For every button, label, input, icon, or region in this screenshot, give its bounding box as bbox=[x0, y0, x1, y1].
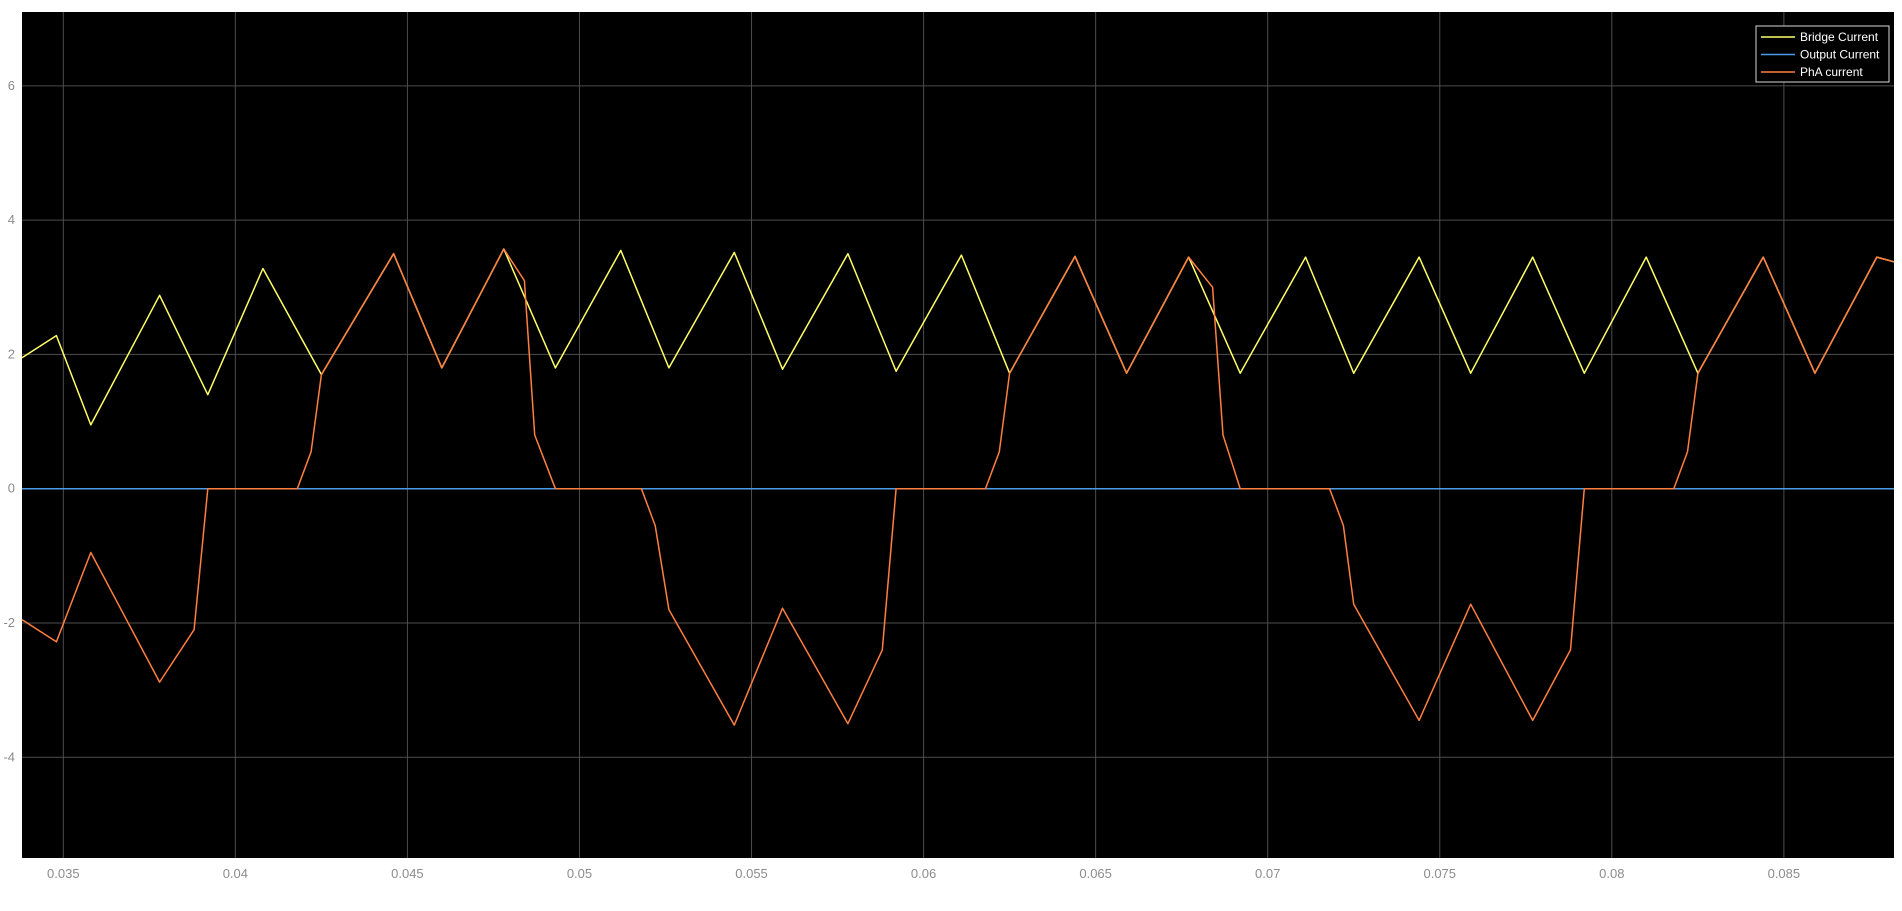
x-tick-label: 0.07 bbox=[1255, 866, 1280, 881]
x-tick-label: 0.04 bbox=[223, 866, 248, 881]
x-tick-label: 0.05 bbox=[567, 866, 592, 881]
x-tick-label: 0.06 bbox=[911, 866, 936, 881]
x-tick-label: 0.065 bbox=[1079, 866, 1112, 881]
y-tick-label: 0 bbox=[8, 481, 15, 496]
legend: Bridge Current Output Current PhA current bbox=[1755, 25, 1890, 83]
x-tick-label: 0.055 bbox=[735, 866, 768, 881]
series-line-bridge-current bbox=[21, 248, 1895, 426]
series-line-pha-current bbox=[21, 248, 1895, 726]
x-tick-label: 0.035 bbox=[47, 866, 80, 881]
legend-label: PhA current bbox=[1800, 65, 1863, 79]
x-tick-label: 0.045 bbox=[391, 866, 424, 881]
y-tick-label: -4 bbox=[3, 749, 15, 764]
x-tick-label: 0.08 bbox=[1599, 866, 1624, 881]
x-tick-label: 0.085 bbox=[1768, 866, 1801, 881]
y-tick-label: 6 bbox=[8, 78, 15, 93]
y-tick-label: -2 bbox=[3, 615, 15, 630]
tick-labels: 0.035 0.04 0.045 0.05 0.055 0.06 0.065 0.07 0.07… bbox=[3, 78, 1800, 881]
y-tick-label: 4 bbox=[8, 212, 15, 227]
plot-background bbox=[22, 12, 1894, 858]
legend-label: Bridge Current bbox=[1800, 30, 1879, 44]
x-tick-label: 0.075 bbox=[1423, 866, 1456, 881]
legend-label: Output Current bbox=[1800, 48, 1880, 62]
series-lines bbox=[21, 248, 1895, 726]
y-tick-label: 2 bbox=[8, 346, 15, 361]
